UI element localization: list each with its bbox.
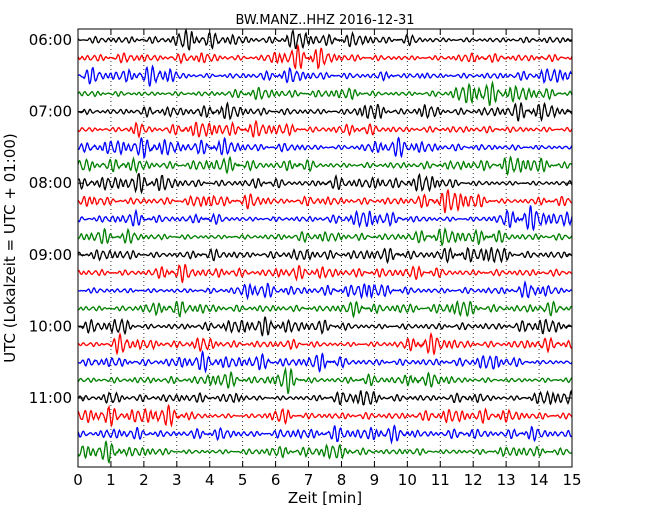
- trace-line: [77, 172, 573, 195]
- y-tick-label: 06:00: [29, 31, 72, 49]
- y-axis-label: UTC (Lokalzeit = UTC + 01:00): [1, 133, 19, 363]
- y-tick-label: 10:00: [29, 317, 72, 335]
- trace-line: [77, 101, 573, 123]
- trace-line: [77, 424, 573, 445]
- x-tick-label: 7: [304, 471, 314, 489]
- trace-line: [77, 366, 573, 395]
- trace-line: [77, 188, 573, 214]
- x-tick-label: 10: [398, 471, 417, 489]
- x-tick-label: 12: [464, 471, 483, 489]
- x-tick-label: 15: [562, 471, 581, 489]
- y-tick-label: 08:00: [29, 174, 72, 192]
- x-tick-label: 6: [271, 471, 281, 489]
- x-tick-label: 13: [497, 471, 516, 489]
- x-tick-label: 14: [530, 471, 549, 489]
- trace-line: [77, 136, 573, 160]
- trace-line: [77, 299, 573, 319]
- trace-line: [77, 43, 573, 70]
- y-tick-label: 07:00: [29, 103, 72, 121]
- trace-line: [77, 227, 573, 247]
- x-tick-label: 1: [106, 471, 116, 489]
- x-tick-label: 11: [431, 471, 450, 489]
- trace-line: [77, 316, 573, 337]
- grid-layer: [110, 29, 540, 467]
- y-tick-label: 11:00: [29, 389, 72, 407]
- x-axis-label: Zeit [min]: [288, 489, 362, 507]
- trace-line: [77, 263, 573, 284]
- x-tick-label: 2: [139, 471, 149, 489]
- trace-line: [77, 280, 573, 301]
- x-tick-label: 8: [337, 471, 347, 489]
- trace-line: [77, 404, 573, 428]
- trace-line: [77, 64, 573, 87]
- x-tick-label: 3: [172, 471, 182, 489]
- plot-frame: [77, 28, 573, 468]
- trace-line: [77, 155, 573, 177]
- trace-line: [77, 27, 573, 51]
- x-tick-label: 4: [205, 471, 215, 489]
- x-tick-label: 0: [73, 471, 83, 489]
- x-tick-label: 5: [238, 471, 248, 489]
- trace-layer: [77, 27, 573, 464]
- trace-line: [77, 439, 573, 464]
- trace-line: [77, 246, 573, 265]
- trace-line: [77, 389, 573, 406]
- trace-line: [77, 119, 573, 139]
- tick-layer: 0 1 2 3 4 5 6 7 8 9 10 11 12 13 14 1506:0007:0008:0009:…: [29, 29, 582, 489]
- trace-line: [77, 205, 573, 232]
- trace-line: [77, 349, 573, 374]
- chart-title: BW.MANZ..HHZ 2016-12-31: [235, 13, 414, 28]
- trace-line: [77, 331, 573, 356]
- trace-line: [77, 80, 573, 107]
- x-tick-label: 9: [370, 471, 380, 489]
- y-tick-label: 09:00: [29, 246, 72, 264]
